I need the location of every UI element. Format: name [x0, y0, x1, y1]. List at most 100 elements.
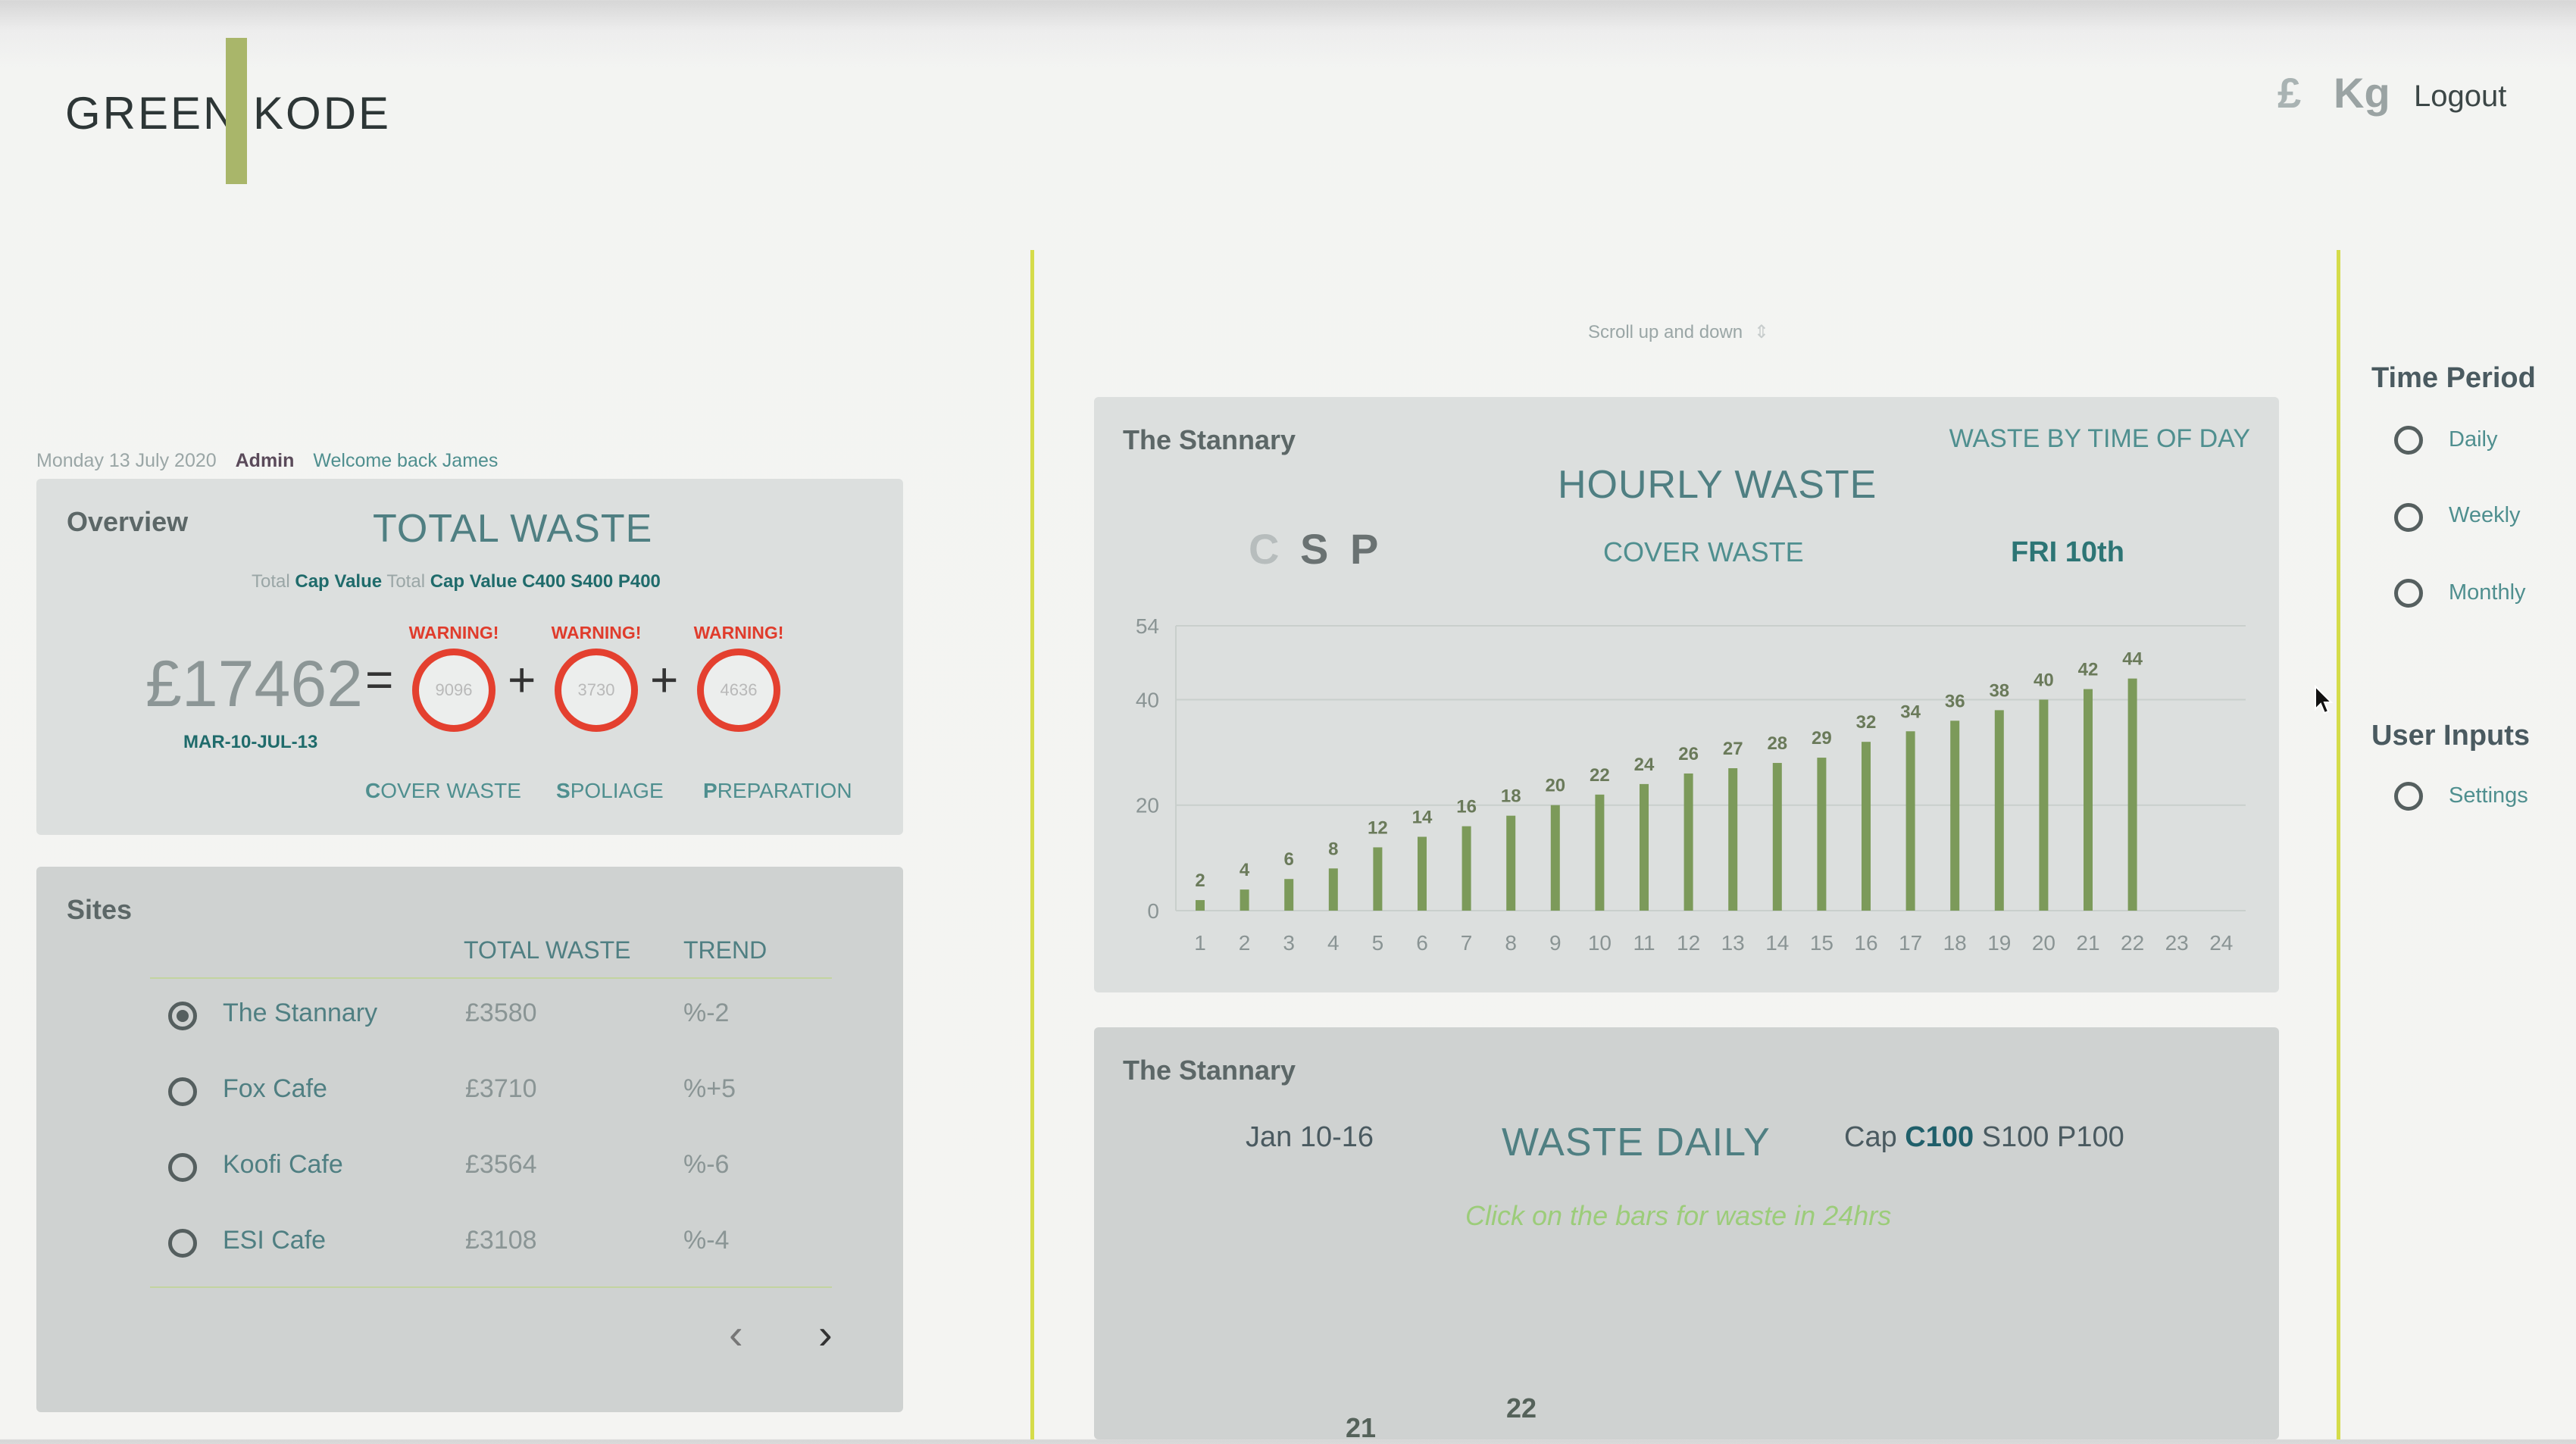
filter-p[interactable]: P	[1350, 525, 1379, 573]
site-name-fox[interactable]: Fox Cafe	[223, 1074, 327, 1103]
bar	[1506, 815, 1516, 911]
scroll-hint-text: Scroll up and down	[1588, 322, 1743, 342]
site-total-stannary: £3580	[465, 999, 537, 1027]
cap-label-1: Cap Value	[295, 571, 383, 592]
status-line: Monday 13 July 2020 Admin Welcome back J…	[36, 450, 498, 472]
daily-cap-c: C100	[1905, 1121, 1974, 1153]
settings-radio[interactable]	[2394, 782, 2423, 811]
bar	[1862, 742, 1871, 911]
bar	[2039, 699, 2049, 911]
spoilage-circle[interactable]: 3730	[555, 649, 638, 732]
time-weekly-label[interactable]: Weekly	[2449, 503, 2521, 527]
bar-value-label: 29	[1812, 728, 1832, 749]
x-tick-label: 20	[2032, 931, 2055, 955]
period-label: MAR-10-JUL-13	[183, 732, 318, 752]
hourly-heading: HOURLY WASTE	[1558, 463, 1877, 507]
hourly-panel: The Stannary WASTE BY TIME OF DAY HOURLY…	[1094, 397, 2279, 992]
cover-rest: OVER WASTE	[380, 779, 521, 802]
cover-waste-circle[interactable]: 9096	[412, 649, 496, 732]
x-tick-label: 7	[1461, 931, 1473, 955]
settings-label[interactable]: Settings	[2449, 783, 2528, 808]
site-radio-fox[interactable]	[168, 1077, 197, 1106]
time-monthly-label[interactable]: Monthly	[2449, 580, 2526, 605]
x-tick-label: 17	[1899, 931, 1922, 955]
time-monthly-radio[interactable]	[2394, 579, 2423, 608]
bar-value-label: 14	[1412, 808, 1433, 828]
bar	[1683, 773, 1693, 911]
y-tick-label: 54	[1136, 614, 1159, 638]
bar-value-label: 4	[1240, 860, 1250, 880]
plus-sign-1: +	[508, 652, 536, 707]
preparation-circle[interactable]: 4636	[697, 649, 780, 732]
cap-value-line: Total Cap Value Total Cap Value C400 S40…	[252, 571, 661, 592]
bar-value-label: 18	[1501, 786, 1521, 807]
daily-cap-rest: S100 P100	[1981, 1121, 2124, 1153]
site-radio-esi[interactable]	[168, 1229, 197, 1258]
status-welcome: Welcome back James	[313, 450, 499, 471]
x-tick-label: 22	[2121, 931, 2144, 955]
site-name-koofi[interactable]: Koofi Cafe	[223, 1150, 343, 1179]
x-tick-label: 5	[1372, 931, 1384, 955]
prev-page-button[interactable]: ‹	[729, 1310, 743, 1358]
x-tick-label: 8	[1505, 931, 1517, 955]
scroll-arrows-icon[interactable]: ⇕	[1753, 322, 1769, 342]
x-tick-label: 18	[1943, 931, 1967, 955]
preparation-value: 4636	[720, 680, 758, 699]
x-tick-label: 1	[1194, 931, 1206, 955]
time-daily-radio[interactable]	[2394, 426, 2423, 455]
bar-value-label: 27	[1723, 739, 1743, 759]
overview-panel: Overview TOTAL WASTE Total Cap Value Tot…	[36, 479, 903, 835]
cap-label-2: Cap Value C400 S400 P400	[430, 571, 661, 592]
sites-panel: Sites TOTAL WASTE TREND The Stannary £35…	[36, 867, 903, 1412]
filter-c[interactable]: C	[1249, 525, 1280, 573]
logo-bar	[226, 38, 247, 184]
site-name-esi[interactable]: ESI Cafe	[223, 1226, 327, 1255]
cap-prefix-1: Total	[252, 571, 290, 592]
y-tick-label: 0	[1147, 899, 1159, 923]
overview-title: Overview	[67, 506, 189, 537]
col-trend: TREND	[683, 936, 767, 964]
bar	[1994, 710, 2004, 911]
overview-heading: TOTAL WASTE	[373, 507, 653, 551]
next-page-button[interactable]: ›	[818, 1310, 833, 1358]
daily-label-22: 22	[1506, 1392, 1537, 1424]
site-trend-koofi: %-6	[683, 1150, 730, 1179]
spoilage-value: 3730	[577, 680, 615, 699]
warning-spoilage: WARNING!	[551, 623, 642, 642]
bar	[2127, 678, 2137, 911]
bar-value-label: 42	[2078, 660, 2099, 680]
x-tick-label: 10	[1588, 931, 1612, 955]
bar-value-label: 34	[1900, 702, 1921, 722]
x-tick-label: 24	[2209, 931, 2233, 955]
daily-range[interactable]: Jan 10-16	[1246, 1121, 1374, 1153]
currency-toggle[interactable]: £	[2277, 69, 2302, 117]
time-daily-label[interactable]: Daily	[2449, 427, 2498, 452]
site-radio-koofi[interactable]	[168, 1153, 197, 1182]
y-tick-label: 40	[1136, 688, 1159, 711]
day-label[interactable]: FRI 10th	[2011, 536, 2124, 568]
site-total-koofi: £3564	[465, 1150, 537, 1179]
time-weekly-radio[interactable]	[2394, 503, 2423, 532]
x-tick-label: 19	[1987, 931, 2011, 955]
bar-value-label: 40	[2034, 670, 2054, 690]
bar-value-label: 20	[1545, 776, 1565, 796]
site-radio-stannary[interactable]	[168, 1002, 197, 1030]
spoilage-label: SPOLIAGE	[556, 779, 664, 803]
divider-right	[2337, 250, 2340, 1439]
x-tick-label: 15	[1810, 931, 1834, 955]
col-total-waste: TOTAL WASTE	[464, 936, 631, 964]
status-role: Admin	[235, 450, 295, 471]
bar-value-label: 2	[1195, 870, 1205, 891]
cover-initial: C	[365, 779, 381, 802]
weight-toggle[interactable]: Kg	[2334, 69, 2390, 117]
bar-value-label: 8	[1328, 839, 1338, 859]
bar	[1462, 826, 1471, 911]
mode-label[interactable]: COVER WASTE	[1603, 536, 1804, 567]
filter-s[interactable]: S	[1300, 525, 1329, 573]
daily-heading: WASTE DAILY	[1502, 1121, 1771, 1164]
site-total-esi: £3108	[465, 1226, 537, 1255]
spoilage-rest: POLIAGE	[570, 779, 664, 802]
logout-link[interactable]: Logout	[2414, 80, 2507, 113]
hourly-site-title: The Stannary	[1123, 424, 1296, 455]
site-name-stannary[interactable]: The Stannary	[223, 999, 378, 1027]
